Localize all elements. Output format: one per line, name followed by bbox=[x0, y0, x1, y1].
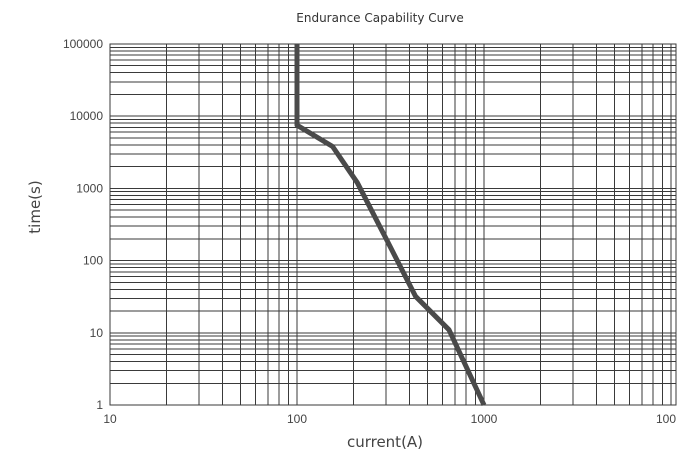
x-axis-label: current(A) bbox=[347, 433, 423, 451]
endurance-curve bbox=[294, 44, 487, 407]
y-tick-labels: 1 10 100 1000 10000 100000 bbox=[63, 37, 103, 412]
y-tick-label: 10 bbox=[90, 326, 104, 340]
y-tick-label: 1000 bbox=[76, 181, 103, 195]
grid bbox=[109, 43, 676, 406]
x-tick-label: 10 bbox=[103, 412, 117, 426]
x-tick-label: 1000 bbox=[471, 412, 498, 426]
x-tick-label: 100 bbox=[656, 412, 676, 426]
y-tick-label: 100 bbox=[83, 254, 103, 268]
x-tick-labels: 10 100 1000 100 bbox=[103, 412, 676, 426]
y-tick-label: 100000 bbox=[63, 37, 103, 51]
y-axis-label: time(s) bbox=[26, 180, 44, 233]
y-tick-label: 10000 bbox=[70, 109, 104, 123]
chart-title: Endurance Capability Curve bbox=[296, 11, 463, 25]
x-tick-label: 100 bbox=[287, 412, 307, 426]
y-tick-label: 1 bbox=[96, 398, 103, 412]
plot-frame bbox=[109, 43, 677, 406]
